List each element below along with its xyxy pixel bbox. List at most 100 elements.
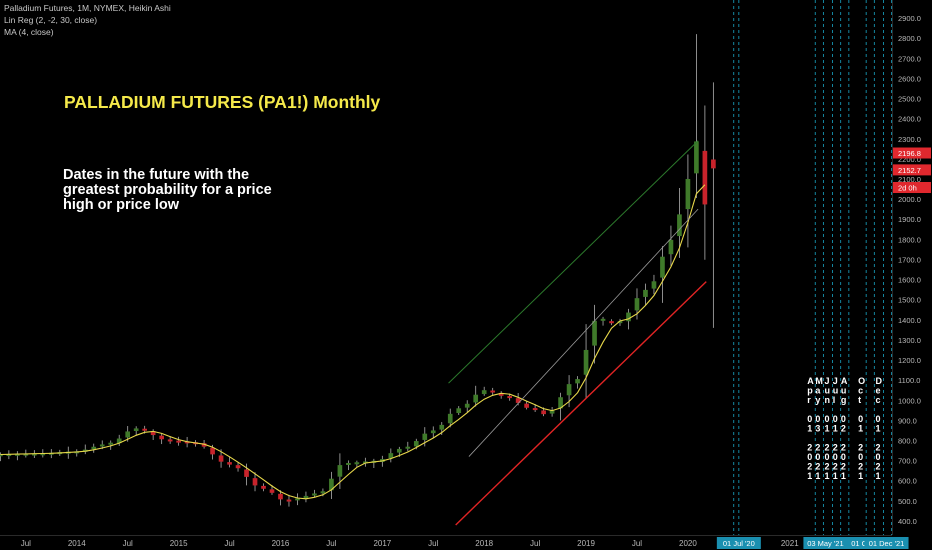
regression-mid-line bbox=[468, 208, 699, 457]
date-marker-char: g bbox=[841, 395, 847, 405]
candle-body bbox=[320, 491, 326, 494]
price-tag-bg bbox=[893, 164, 931, 176]
date-marker-char: 1 bbox=[815, 471, 820, 481]
candle-body bbox=[660, 256, 665, 278]
date-marker-char: p bbox=[807, 386, 813, 396]
candle-body bbox=[6, 454, 12, 457]
date-marker-char: 1 bbox=[825, 471, 830, 481]
chart-headline: PALLADIUM FUTURES (PA1!) Monthly bbox=[64, 92, 381, 112]
date-marker-char: 1 bbox=[833, 424, 838, 434]
date-marker-char: 0 bbox=[815, 452, 820, 462]
candle-body bbox=[532, 408, 538, 411]
legend-linreg: Lin Reg (2, -2, 30, close) bbox=[4, 15, 98, 25]
candle-body bbox=[269, 489, 275, 493]
candle-body bbox=[261, 485, 266, 489]
date-marker-char: 0 bbox=[875, 452, 880, 462]
date-marker-char: 2 bbox=[858, 462, 863, 472]
candle-body bbox=[295, 498, 300, 501]
candle-body bbox=[133, 428, 139, 431]
candle-body bbox=[0, 454, 3, 457]
x-badge-bg bbox=[716, 537, 761, 549]
candle-body bbox=[464, 403, 470, 408]
candle-body bbox=[685, 178, 691, 210]
y-tick-label: 400.0 bbox=[898, 517, 917, 526]
candle-body bbox=[609, 321, 614, 324]
candle-body bbox=[337, 465, 343, 477]
x-tick-label: 2014 bbox=[68, 539, 86, 548]
candle-body bbox=[473, 394, 479, 403]
candle-body bbox=[91, 446, 97, 450]
date-marker-char: D bbox=[875, 376, 882, 386]
date-marker-char: u bbox=[833, 386, 839, 396]
date-marker-char: 2 bbox=[875, 443, 880, 453]
date-marker-char: 1 bbox=[858, 471, 863, 481]
candle-body bbox=[617, 321, 623, 324]
candle-body bbox=[99, 444, 105, 447]
date-marker-char: O bbox=[858, 376, 865, 386]
candle-body bbox=[40, 453, 46, 456]
candle-body bbox=[481, 390, 487, 395]
price-tag-label: 2d 0h bbox=[898, 184, 917, 193]
candle-body bbox=[626, 312, 631, 322]
date-marker-char: 1 bbox=[807, 424, 812, 434]
date-marker-char: 2 bbox=[875, 462, 880, 472]
candle-body bbox=[694, 141, 699, 174]
candle-body bbox=[108, 442, 114, 445]
candle-body bbox=[396, 448, 402, 453]
y-tick-label: 2700.0 bbox=[898, 54, 921, 63]
date-marker-char: 1 bbox=[858, 424, 863, 434]
date-marker-char: 0 bbox=[825, 414, 830, 424]
y-tick-label: 800.0 bbox=[898, 436, 917, 445]
y-tick-label: 1700.0 bbox=[898, 255, 921, 264]
candle-body bbox=[312, 493, 317, 496]
date-marker-char: 1 bbox=[841, 471, 846, 481]
candle-body bbox=[668, 239, 674, 255]
candle-body bbox=[422, 433, 428, 440]
x-tick-label: Jul bbox=[326, 539, 336, 548]
date-marker-char: n bbox=[825, 395, 831, 405]
date-marker-char: 0 bbox=[875, 414, 880, 424]
y-tick-label: 700.0 bbox=[898, 457, 917, 466]
candle-body bbox=[592, 320, 597, 346]
y-tick-label: 500.0 bbox=[898, 497, 917, 506]
price-tag-bg bbox=[893, 182, 931, 194]
date-marker-char: 0 bbox=[833, 452, 838, 462]
regression-upper-line bbox=[448, 140, 699, 384]
date-marker-char: 2 bbox=[825, 462, 830, 472]
legend-ma: MA (4, close) bbox=[4, 27, 54, 37]
candle-body bbox=[583, 349, 589, 375]
x-tick-label: Jul bbox=[21, 539, 31, 548]
date-marker-char: 0 bbox=[807, 452, 812, 462]
candle-body bbox=[159, 435, 164, 440]
y-tick-label: 1600.0 bbox=[898, 276, 921, 285]
candle-body bbox=[558, 397, 563, 409]
y-tick-label: 1200.0 bbox=[898, 356, 921, 365]
date-marker-char: A bbox=[807, 376, 814, 386]
candle-body bbox=[15, 453, 20, 456]
date-marker-char: 1 bbox=[807, 471, 812, 481]
y-tick-label: 1300.0 bbox=[898, 336, 921, 345]
date-marker-char: 1 bbox=[875, 424, 880, 434]
date-marker-char: 2 bbox=[833, 443, 838, 453]
date-marker-char: l bbox=[833, 395, 836, 405]
candle-body bbox=[651, 281, 657, 289]
candle-body bbox=[227, 462, 232, 465]
date-marker-char: 2 bbox=[815, 462, 820, 472]
chart-note: Dates in the future with the greatest pr… bbox=[63, 167, 272, 213]
candle-body bbox=[634, 298, 640, 311]
date-marker-char: t bbox=[858, 395, 861, 405]
date-marker-char: 2 bbox=[807, 443, 812, 453]
candle-body bbox=[566, 384, 572, 396]
candle-body bbox=[549, 410, 555, 414]
date-marker-char: 2 bbox=[807, 462, 812, 472]
date-marker-char: 2 bbox=[858, 443, 863, 453]
candle-body bbox=[218, 455, 224, 462]
date-marker-char: 2 bbox=[833, 462, 838, 472]
date-marker-char: 1 bbox=[825, 424, 830, 434]
date-marker-char: 2 bbox=[825, 443, 830, 453]
x-badge-label: 01 Dec '21 bbox=[869, 539, 905, 548]
date-marker-char: 2 bbox=[841, 462, 846, 472]
candle-body bbox=[405, 446, 411, 449]
candle-body bbox=[286, 499, 292, 502]
